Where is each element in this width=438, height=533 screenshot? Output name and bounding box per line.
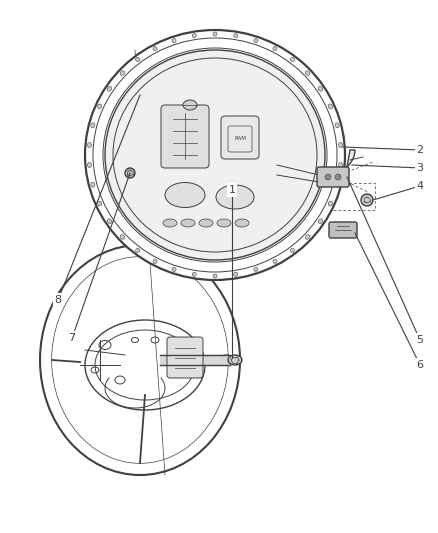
Text: 1: 1 — [229, 185, 236, 195]
Ellipse shape — [199, 219, 213, 227]
Text: 6: 6 — [417, 360, 424, 370]
Ellipse shape — [172, 38, 176, 43]
Ellipse shape — [228, 355, 242, 365]
Circle shape — [335, 174, 341, 180]
Ellipse shape — [305, 235, 310, 239]
Ellipse shape — [254, 38, 258, 43]
Text: RAM: RAM — [234, 135, 246, 141]
Ellipse shape — [335, 123, 339, 128]
Ellipse shape — [254, 268, 258, 271]
Ellipse shape — [52, 257, 228, 463]
Ellipse shape — [93, 38, 337, 272]
Ellipse shape — [290, 248, 294, 253]
Ellipse shape — [318, 219, 323, 223]
Ellipse shape — [120, 235, 124, 239]
Circle shape — [325, 174, 331, 180]
Ellipse shape — [217, 219, 231, 227]
Ellipse shape — [136, 58, 140, 61]
Text: 7: 7 — [68, 333, 76, 343]
Text: 5: 5 — [417, 335, 424, 345]
Ellipse shape — [105, 50, 325, 260]
Ellipse shape — [192, 272, 196, 276]
Ellipse shape — [165, 182, 205, 207]
Ellipse shape — [85, 30, 345, 280]
Ellipse shape — [88, 142, 92, 148]
Ellipse shape — [339, 142, 343, 148]
Circle shape — [361, 194, 373, 206]
Ellipse shape — [91, 123, 95, 128]
Ellipse shape — [235, 219, 249, 227]
Text: 3: 3 — [417, 163, 424, 173]
FancyBboxPatch shape — [167, 337, 203, 378]
Ellipse shape — [339, 163, 343, 167]
Ellipse shape — [183, 100, 197, 110]
Ellipse shape — [103, 48, 327, 262]
Ellipse shape — [234, 34, 238, 38]
Ellipse shape — [107, 86, 112, 91]
Ellipse shape — [153, 260, 157, 263]
Ellipse shape — [335, 182, 339, 187]
Ellipse shape — [328, 104, 332, 109]
Ellipse shape — [290, 58, 294, 61]
FancyBboxPatch shape — [329, 222, 357, 238]
Ellipse shape — [273, 46, 277, 51]
Ellipse shape — [318, 86, 323, 91]
Text: 2: 2 — [417, 145, 424, 155]
Ellipse shape — [107, 219, 112, 223]
Ellipse shape — [305, 71, 310, 75]
Ellipse shape — [88, 163, 92, 167]
Ellipse shape — [91, 182, 95, 187]
Ellipse shape — [213, 274, 217, 278]
FancyBboxPatch shape — [317, 167, 349, 187]
Ellipse shape — [172, 268, 176, 271]
Ellipse shape — [328, 201, 332, 206]
Text: 4: 4 — [417, 181, 424, 191]
Ellipse shape — [98, 201, 102, 206]
Ellipse shape — [234, 272, 238, 276]
Text: 8: 8 — [54, 295, 62, 305]
Circle shape — [125, 168, 135, 178]
Ellipse shape — [273, 260, 277, 263]
Ellipse shape — [98, 104, 102, 109]
Ellipse shape — [136, 248, 140, 253]
FancyBboxPatch shape — [221, 116, 259, 159]
Polygon shape — [275, 150, 355, 197]
Circle shape — [263, 149, 271, 157]
Ellipse shape — [163, 219, 177, 227]
Ellipse shape — [216, 185, 254, 209]
Ellipse shape — [213, 32, 217, 36]
Ellipse shape — [192, 34, 196, 38]
Ellipse shape — [181, 219, 195, 227]
Ellipse shape — [153, 46, 157, 51]
FancyBboxPatch shape — [161, 105, 209, 168]
Ellipse shape — [120, 71, 124, 75]
